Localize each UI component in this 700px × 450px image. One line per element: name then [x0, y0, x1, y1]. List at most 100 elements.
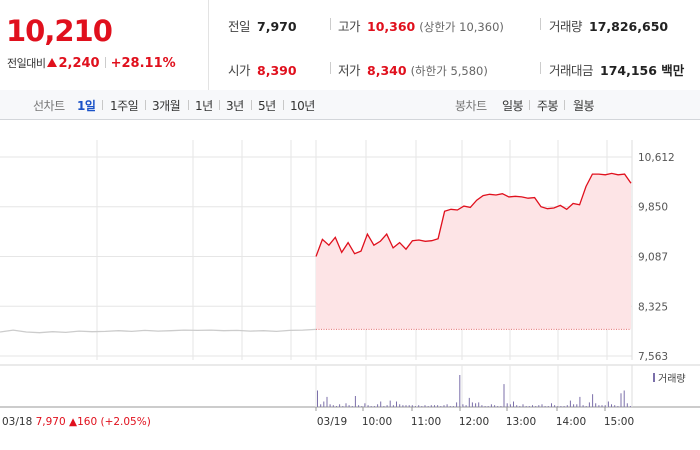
quote-header: 10,210 전일대비 2,240 +28.11% 전일 7,970 고가 10,360…	[0, 0, 700, 91]
volume-bar	[434, 405, 435, 407]
stat-label: 거래대금	[549, 63, 594, 78]
volume-bar	[386, 405, 388, 407]
volume-bar	[421, 406, 423, 407]
up-triangle-icon	[47, 58, 58, 67]
change-percent: +28.11%	[110, 56, 176, 71]
volume-bar	[611, 404, 612, 407]
volume-bar	[370, 406, 372, 407]
volume-bar	[503, 384, 505, 407]
volume-bar	[354, 396, 356, 407]
volume-bar	[456, 402, 458, 407]
volume-bar	[389, 400, 391, 407]
volume-bar	[525, 406, 527, 407]
volume-bar	[513, 401, 514, 407]
volume-bar	[490, 404, 492, 407]
volume-bar	[396, 401, 397, 407]
volume-bar	[351, 406, 353, 407]
stat-label: 시가	[228, 63, 251, 78]
volume-bar	[392, 405, 394, 407]
volume-bar	[506, 403, 508, 407]
divider	[104, 57, 106, 68]
volume-bar	[630, 406, 631, 407]
volume-bar	[345, 403, 347, 407]
volume-bar	[595, 403, 597, 407]
y-tick-label: 9,087	[638, 252, 668, 264]
period-tab-5y[interactable]: 5년	[258, 99, 276, 113]
volume-bar	[519, 406, 521, 407]
volume-bar	[323, 401, 325, 407]
stat-label: 고가	[338, 19, 361, 34]
candle-tab-monthly[interactable]: 월봉	[573, 99, 595, 113]
volume-bar	[405, 405, 407, 407]
volume-bar	[484, 406, 486, 407]
period-tab-1y[interactable]: 1년	[195, 99, 213, 113]
period-tab-10y[interactable]: 10년	[290, 99, 315, 113]
volume-bar	[509, 404, 511, 407]
volume-bar	[383, 406, 385, 407]
volume-bar	[538, 405, 540, 407]
volume-bar	[576, 404, 578, 407]
volume-bar	[326, 396, 328, 407]
current-price: 10,210	[6, 14, 113, 48]
prev-day-series	[0, 328, 317, 334]
period-tab-1d[interactable]: 1일	[77, 99, 96, 113]
volume-bar	[452, 406, 454, 407]
stat-label: 저가	[338, 63, 361, 78]
volume-legend-swatch	[653, 373, 655, 382]
line-chart-label: 선차트	[33, 99, 65, 113]
volume-bar	[604, 405, 606, 407]
volume-bar	[617, 406, 619, 407]
stat-open: 시가 8,390	[228, 60, 297, 79]
period-tab-3y[interactable]: 3년	[226, 99, 244, 113]
y-tick-label: 8,325	[638, 301, 668, 313]
volume-bar	[462, 404, 464, 407]
volume-bar	[430, 405, 432, 407]
volume-bar	[411, 405, 413, 407]
divider	[529, 100, 530, 110]
change-row: 전일대비 2,240 +28.11%	[7, 55, 176, 71]
volume-bar	[481, 405, 483, 407]
candle-tab-weekly[interactable]: 주봉	[537, 99, 559, 113]
volume-bar	[494, 405, 496, 407]
volume-bar	[522, 404, 524, 407]
chart-toolbar: 선차트 1일 1주일 3개월 1년 3년 5년 10년 봉차트 일봉 주봉 월봉	[0, 90, 700, 120]
stat-value: 8,340	[367, 63, 407, 78]
volume-bar	[528, 406, 530, 407]
candle-tab-daily[interactable]: 일봉	[502, 99, 524, 113]
volume-bar	[459, 375, 461, 407]
y-tick-label: 7,563	[638, 351, 668, 363]
volume-bar	[373, 406, 375, 407]
price-line	[315, 172, 632, 257]
x-tick-label: 11:00	[411, 416, 441, 428]
divider	[283, 100, 284, 110]
prev-day-line	[0, 328, 317, 334]
volume-bar	[377, 404, 379, 407]
stat-high: 고가 10,360 (상한가 10,360)	[338, 16, 504, 35]
x-tick-label: 10:00	[362, 416, 392, 428]
stat-sub: (하한가 5,580)	[410, 64, 488, 78]
divider	[188, 100, 189, 110]
volume-bar	[358, 405, 360, 407]
volume-bar	[475, 403, 477, 407]
volume-bar	[320, 404, 322, 407]
x-tick-label: 15:00	[604, 416, 634, 428]
volume-bar	[437, 405, 439, 407]
divider	[219, 100, 220, 110]
volume-bar	[402, 405, 404, 407]
period-tab-3m[interactable]: 3개월	[152, 99, 181, 113]
divider	[145, 100, 146, 110]
volume-bar	[598, 405, 600, 407]
volume-bar	[446, 404, 448, 407]
volume-bar	[569, 400, 571, 407]
volume-bar	[332, 405, 334, 407]
divider	[102, 100, 103, 110]
period-tab-1w[interactable]: 1주일	[110, 99, 139, 113]
stat-volume: 거래량 17,826,650	[549, 16, 668, 35]
volume-bar	[443, 405, 445, 407]
volume-bar	[500, 406, 502, 407]
volume-bar	[588, 402, 590, 407]
x-tick-label: 12:00	[459, 416, 489, 428]
x-tick-label: 14:00	[556, 416, 586, 428]
prev-day-close: 7,970	[36, 416, 69, 428]
price-box: 10,210 전일대비 2,240 +28.11%	[0, 0, 209, 90]
